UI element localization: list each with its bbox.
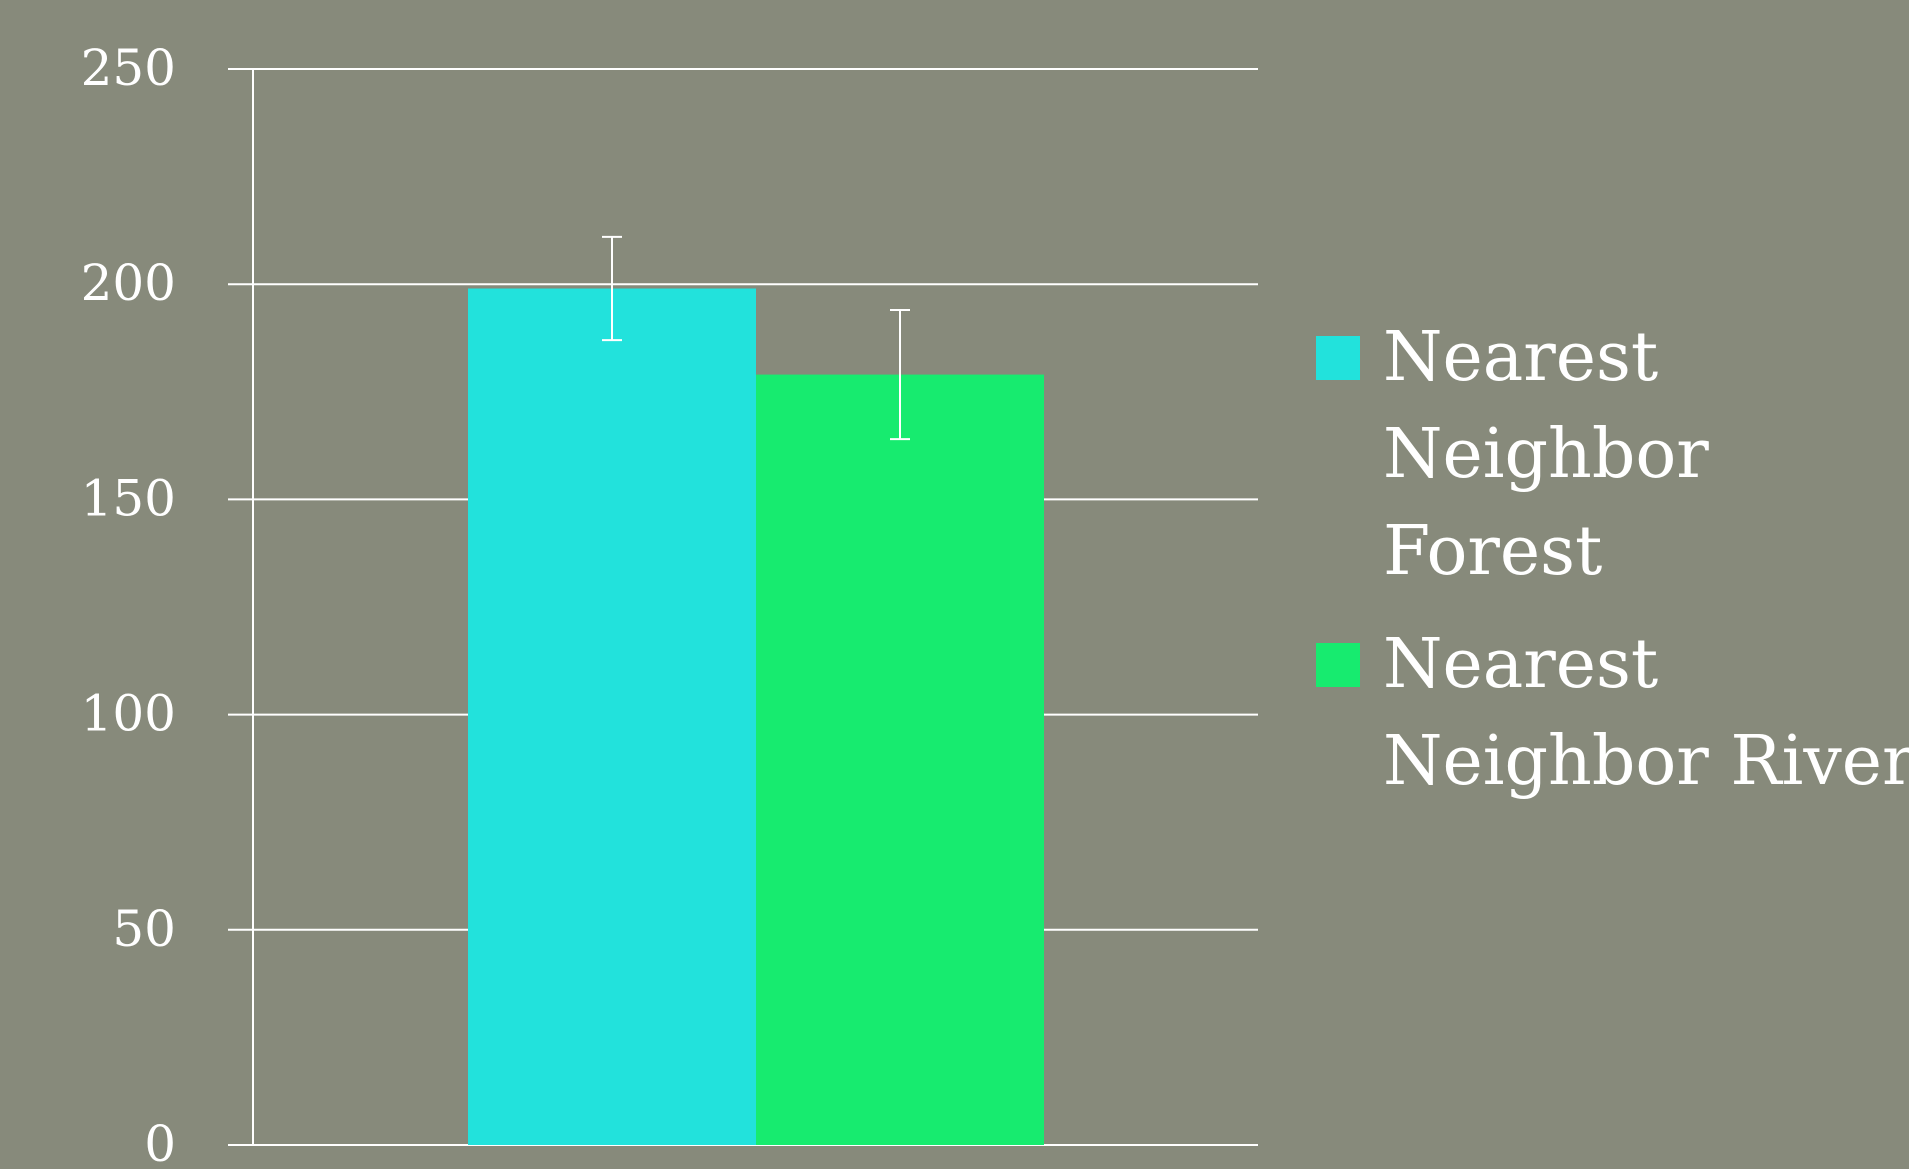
y-tick-labels: 0 50 100 150 200 250: [81, 39, 176, 1169]
y-tick-label-250: 250: [81, 39, 176, 97]
legend-label-1-line-1: Nearest: [1383, 318, 1658, 397]
legend-swatch-1: [1316, 336, 1360, 380]
bars: [468, 235, 1044, 1146]
legend-label-1-line-2: Neighbor: [1383, 415, 1709, 494]
bar-1: [468, 288, 756, 1145]
bar-2: [756, 374, 1044, 1146]
legend-label-1-line-3: Forest: [1383, 512, 1602, 591]
y-tick-label-150: 150: [81, 469, 176, 527]
y-tick-label-50: 50: [112, 900, 176, 958]
legend-label-2-line-1: Nearest: [1383, 625, 1658, 704]
legend-item-2: Nearest Neighbor River: [1316, 625, 1909, 801]
legend-item-1: Nearest Neighbor Forest: [1316, 318, 1709, 591]
legend: Nearest Neighbor Forest Nearest Neighbor Riv…: [1316, 318, 1909, 801]
legend-swatch-2: [1316, 643, 1360, 687]
legend-label-2-line-2: Neighbor River: [1383, 722, 1909, 801]
y-tick-label-200: 200: [81, 254, 176, 312]
error-bar-1: [602, 235, 622, 342]
y-tick-label-100: 100: [81, 685, 176, 743]
error-bar-2: [890, 309, 910, 441]
y-tick-label-0: 0: [144, 1115, 176, 1165]
